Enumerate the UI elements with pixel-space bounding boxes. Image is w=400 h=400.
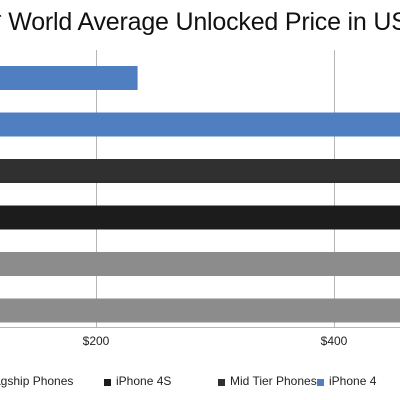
x-tick-label: $400 bbox=[321, 334, 348, 348]
legend-swatch bbox=[104, 379, 111, 386]
bar-iphone-4 bbox=[0, 112, 400, 137]
legend-label: iPhone 4S bbox=[116, 374, 172, 388]
legend-swatch bbox=[317, 379, 324, 386]
bar-iphone-4s bbox=[0, 205, 400, 230]
legend-swatch bbox=[218, 379, 225, 386]
bar-flagship-phones bbox=[0, 298, 400, 323]
bar-mid-tier-phones bbox=[0, 159, 400, 183]
x-tick-label: $200 bbox=[83, 334, 110, 348]
chart-legend: agship Phones iPhone 4S Mid Tier Phones iPh… bbox=[0, 373, 400, 393]
chart-title: * World Average Unlocked Price in USD bbox=[0, 8, 400, 36]
legend-label: Mid Tier Phones bbox=[230, 374, 317, 388]
legend-label: iPhone 4 bbox=[329, 374, 377, 388]
bar-flagship-phones bbox=[0, 252, 400, 276]
bar-iphone-4 bbox=[0, 66, 138, 90]
legend-label: agship Phones bbox=[0, 374, 74, 388]
